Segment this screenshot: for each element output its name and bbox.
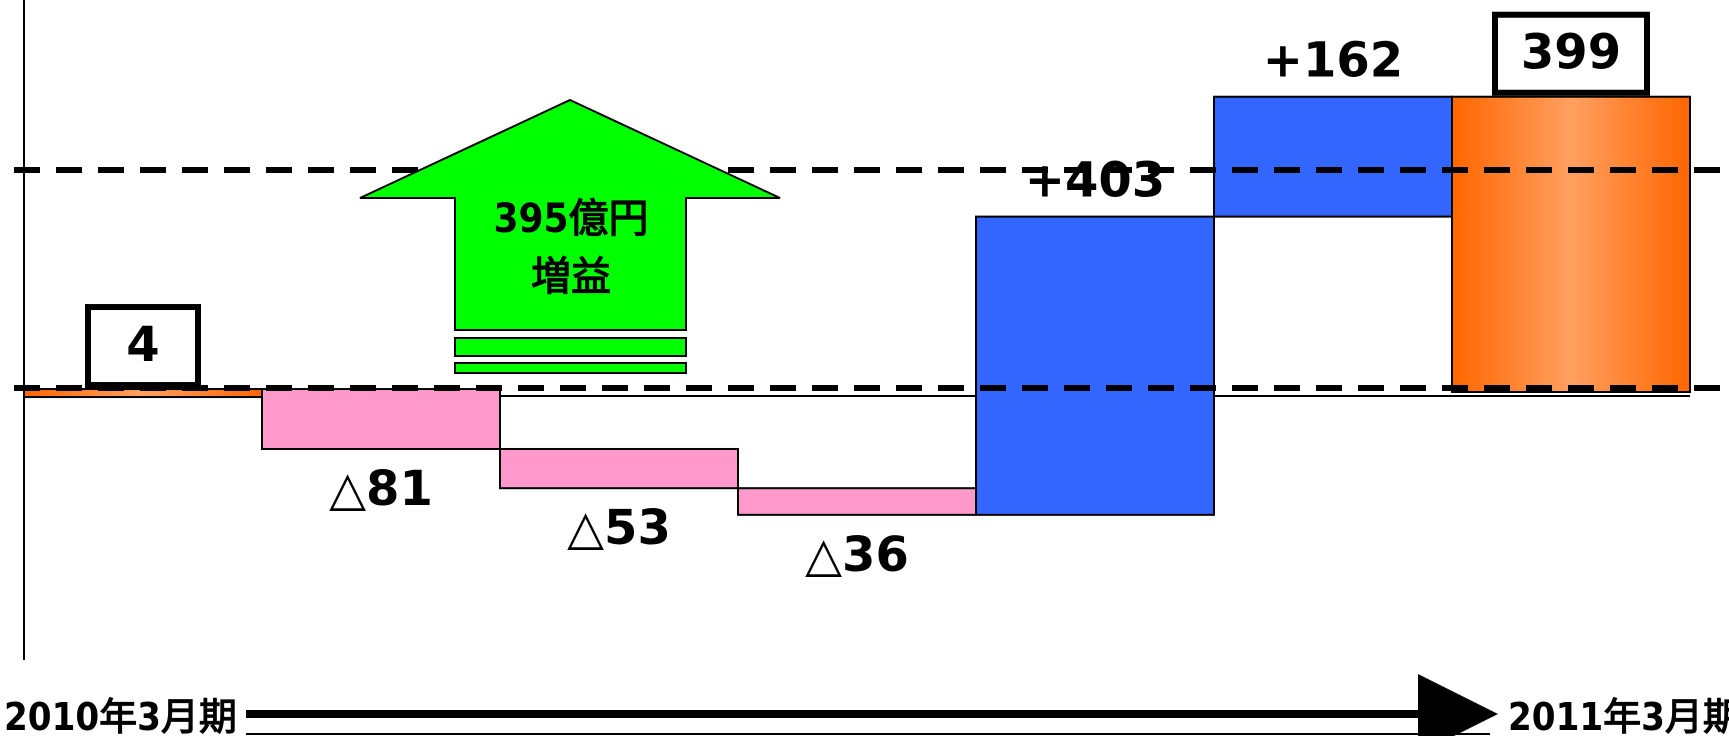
bar-4-decrease [737,487,977,516]
arrow-text-line2: 増益 [531,254,611,300]
value-label-6: +162 [1263,33,1403,89]
value-label-7: 399 [1521,25,1621,81]
value-label-4: △36 [805,527,909,583]
arrow-stripe-2 [454,362,687,374]
value-label-2: △81 [329,461,433,517]
bar-6-increase [1213,95,1453,218]
value-label-3: △53 [567,500,671,556]
arrow-text-line1: 395億円 [493,196,648,242]
value-label-1: 4 [126,317,159,373]
x-start-label: 2010年3月期 [4,695,237,736]
bar-7-total [1451,95,1691,394]
labels-group: 4 △81 △53 △36 +403 +162 399 [85,11,1650,583]
reference-lines-group [14,167,1720,391]
x-end-label: 2011年3月期 [1508,695,1729,736]
arrow-stripe-1 [454,337,687,357]
bar-2-decrease [261,388,501,450]
bar-3-decrease [499,447,739,490]
value-label-5: +403 [1025,153,1165,209]
total-label-box-1 [85,304,201,389]
bars-group [23,95,1691,516]
time-axis: 2010年3月期 2011年3月期 [4,674,1729,736]
profit-increase-arrow: 395億円 増益 [359,98,781,374]
bar-5-increase [975,215,1215,516]
arrow-shape [359,98,781,331]
total-label-box-7 [1492,11,1650,96]
